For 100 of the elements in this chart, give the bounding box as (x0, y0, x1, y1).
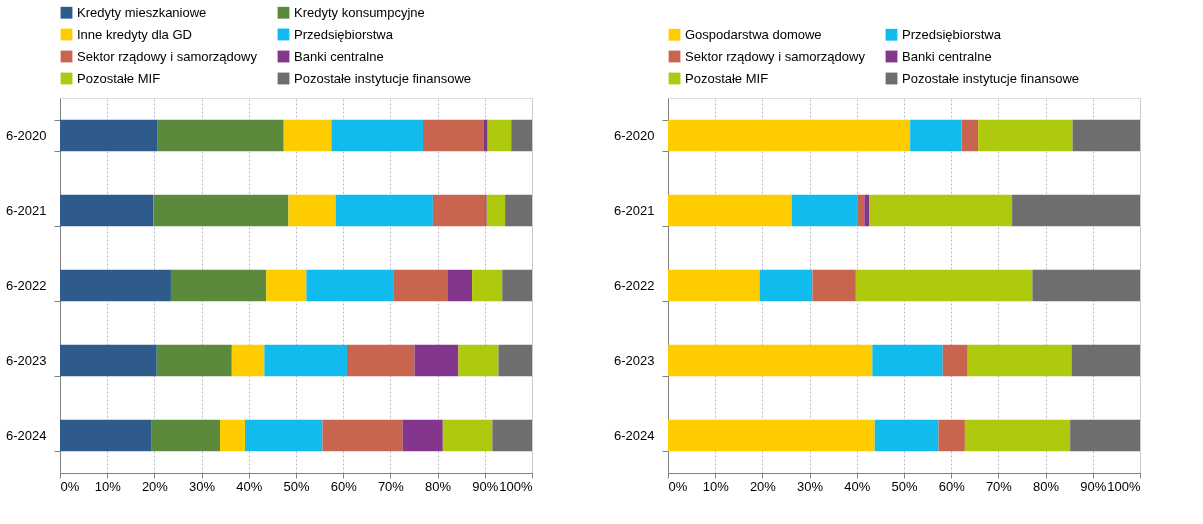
x-tick-label: 10% (94, 478, 122, 494)
bar (458, 344, 499, 377)
bar (857, 194, 865, 227)
x-tick-label: 80% (1033, 478, 1060, 494)
bar (1070, 419, 1140, 452)
bar (1032, 269, 1140, 302)
bar (402, 419, 443, 452)
bar (153, 194, 289, 227)
bar (910, 119, 962, 152)
bar (759, 269, 813, 302)
x-tick-label: 0% (60, 478, 80, 494)
legend-label: Przedsiębiorstwa (902, 26, 1002, 42)
legend-label: Kredyty konsumpcyjne (294, 4, 425, 20)
bar (505, 194, 532, 227)
x-tick-label: 50% (283, 478, 310, 494)
bar (220, 419, 246, 452)
bar (288, 194, 336, 227)
y-tick-label: 6-2020 (6, 128, 47, 143)
bar (60, 119, 158, 152)
legend-label: Gospodarstwa domowe (685, 26, 822, 42)
bar (967, 344, 1072, 377)
y-tick-label: 6-2023 (614, 353, 655, 368)
bar (60, 269, 171, 302)
x-tick-label: 40% (236, 478, 263, 494)
bar (812, 269, 856, 302)
y-tick-label: 6-2022 (6, 278, 47, 293)
x-tick-label: 10% (702, 478, 730, 494)
bar (60, 419, 152, 452)
bar (502, 269, 532, 302)
bar (264, 344, 347, 377)
bar (422, 119, 484, 152)
bar (978, 119, 1073, 152)
legend-label: Pozostałe instytucje finansowe (902, 70, 1080, 86)
bar (483, 119, 488, 152)
x-tick-label: 100% (1107, 478, 1141, 494)
bar (791, 194, 858, 227)
bar (322, 419, 403, 452)
legend-label: Inne kredyty dla GD (77, 26, 192, 42)
bar (872, 344, 943, 377)
y-tick-label: 6-2022 (614, 278, 655, 293)
bar (511, 119, 532, 152)
y-tick-label: 6-2021 (6, 203, 47, 218)
bar (1072, 119, 1140, 152)
bar (432, 194, 486, 227)
bar (869, 194, 1013, 227)
legend-label: Sektor rządowy i samorządowy (685, 48, 866, 64)
bar (855, 269, 1033, 302)
x-tick-label: 20% (141, 478, 169, 494)
bar (346, 344, 415, 377)
bar (964, 419, 1071, 452)
bar (961, 119, 979, 152)
bar (1012, 194, 1140, 227)
legend-label: Pozostałe MIF (685, 70, 769, 86)
bar (414, 344, 459, 377)
legend-label: Banki centralne (294, 48, 384, 64)
y-tick-label: 6-2024 (6, 428, 47, 443)
x-tick-label: 20% (749, 478, 777, 494)
y-tick-label: 6-2021 (614, 203, 655, 218)
y-tick-label: 6-2023 (6, 353, 47, 368)
bar (447, 269, 473, 302)
x-tick-label: 60% (938, 478, 966, 494)
bar (487, 119, 512, 152)
bar (231, 344, 265, 377)
legend-label: Pozostałe MIF (77, 70, 161, 86)
bar (486, 194, 506, 227)
x-tick-label: 0% (668, 478, 688, 494)
bar (393, 269, 448, 302)
bar (668, 119, 911, 152)
x-tick-label: 100% (499, 478, 533, 494)
x-tick-label: 80% (425, 478, 452, 494)
bar (60, 344, 157, 377)
x-tick-label: 70% (985, 478, 1013, 494)
x-tick-label: 30% (189, 478, 216, 494)
bar (156, 344, 232, 377)
legend-label: Kredyty mieszkaniowe (77, 4, 207, 20)
bar (668, 269, 760, 302)
legend-label: Sektor rządowy i samorządowy (77, 48, 258, 64)
legend-label: Przedsiębiorstwa (294, 26, 394, 42)
x-tick-label: 70% (377, 478, 405, 494)
bar (283, 119, 332, 152)
x-tick-label: 40% (844, 478, 871, 494)
bar (864, 194, 870, 227)
bar (668, 419, 875, 452)
x-tick-label: 30% (797, 478, 824, 494)
legend-label: Pozostałe instytucje finansowe (294, 70, 472, 86)
bar (60, 194, 154, 227)
bar (306, 269, 394, 302)
x-tick-label: 60% (330, 478, 358, 494)
x-tick-label: 90% (1080, 478, 1107, 494)
bar (472, 269, 503, 302)
bar (170, 269, 267, 302)
bar (668, 344, 873, 377)
x-tick-label: 90% (472, 478, 499, 494)
bar (668, 194, 792, 227)
bar (157, 119, 284, 152)
bar (498, 344, 532, 377)
legend-label: Banki centralne (902, 48, 992, 64)
bar (1071, 344, 1140, 377)
bar (245, 419, 323, 452)
bar (335, 194, 433, 227)
